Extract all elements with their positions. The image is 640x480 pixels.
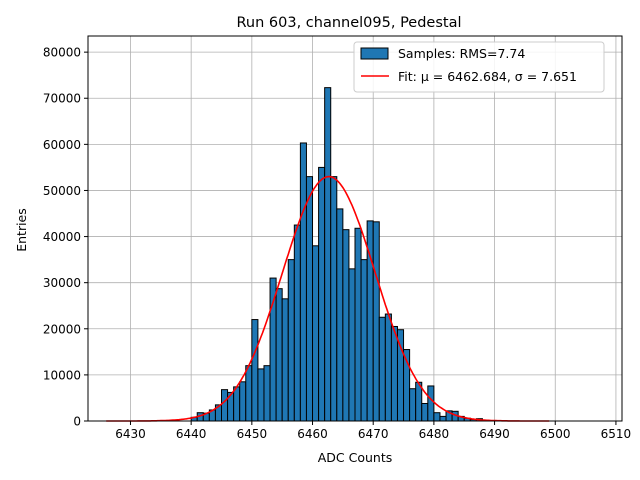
chart-title: Run 603, channel095, Pedestal bbox=[236, 15, 461, 31]
histogram-bar bbox=[372, 221, 380, 422]
histogram-bar bbox=[293, 224, 301, 422]
histogram-bar bbox=[427, 385, 435, 422]
histogram-bar bbox=[312, 245, 320, 422]
histogram-bar bbox=[390, 325, 398, 422]
histogram-bar bbox=[421, 402, 429, 422]
histogram-bar bbox=[257, 368, 265, 422]
histogram-bar bbox=[354, 227, 362, 422]
histogram-bar bbox=[287, 259, 295, 422]
histogram-bar bbox=[378, 316, 386, 422]
y-tick-label: 20000 bbox=[43, 322, 81, 336]
histogram-bar bbox=[433, 412, 441, 422]
y-tick-label: 60000 bbox=[43, 138, 81, 152]
x-tick-label: 6450 bbox=[237, 427, 268, 441]
y-tick-label: 40000 bbox=[43, 230, 81, 244]
histogram-bar bbox=[439, 415, 447, 422]
histogram-bar bbox=[299, 142, 307, 422]
plot-frame bbox=[87, 35, 623, 422]
x-tick-label: 6480 bbox=[419, 427, 450, 441]
histogram-bar bbox=[409, 388, 417, 422]
y-tick-label: 70000 bbox=[43, 92, 81, 106]
legend-label-fit: Fit: μ = 6462.684, σ = 7.651 bbox=[398, 69, 577, 84]
legend-swatch-samples bbox=[360, 47, 389, 60]
y-tick-label: 80000 bbox=[43, 46, 81, 60]
histogram-bar bbox=[275, 288, 283, 422]
histogram-bar bbox=[318, 166, 326, 422]
histogram-bar bbox=[245, 365, 253, 422]
y-tick-label: 0 bbox=[73, 415, 81, 429]
histogram-bar bbox=[336, 208, 344, 422]
histogram-bar bbox=[281, 298, 289, 422]
y-tick-label: 30000 bbox=[43, 276, 81, 290]
histogram-bar bbox=[415, 381, 423, 422]
histogram-bar bbox=[269, 277, 277, 422]
x-axis-label: ADC Counts bbox=[318, 450, 393, 465]
histogram-bar bbox=[221, 389, 229, 422]
fit-curve bbox=[106, 175, 550, 422]
histogram-bar bbox=[324, 87, 332, 422]
x-tick-label: 6500 bbox=[540, 427, 571, 441]
x-tick-label: 6440 bbox=[176, 427, 207, 441]
x-tick-label: 6430 bbox=[115, 427, 146, 441]
histogram-bar bbox=[348, 268, 356, 422]
x-tick-label: 6460 bbox=[297, 427, 328, 441]
y-axis-label: Entries bbox=[14, 208, 29, 252]
legend-box bbox=[353, 41, 605, 93]
x-tick-label: 6490 bbox=[479, 427, 510, 441]
histogram-bar bbox=[305, 176, 314, 422]
histogram-bar bbox=[233, 386, 241, 422]
histogram-bar bbox=[239, 381, 247, 422]
histogram-bar bbox=[342, 229, 350, 422]
y-tick-label: 50000 bbox=[43, 184, 81, 198]
histogram-bar bbox=[384, 313, 392, 422]
histogram-bar bbox=[263, 365, 271, 422]
histogram-bar bbox=[330, 176, 338, 422]
histogram-bar bbox=[360, 259, 368, 422]
legend-label-samples: Samples: RMS=7.74 bbox=[398, 46, 525, 61]
y-tick-label: 10000 bbox=[43, 368, 81, 382]
x-tick-label: 6510 bbox=[601, 427, 632, 441]
legend: Samples: RMS=7.74 Fit: μ = 6462.684, σ =… bbox=[353, 41, 605, 93]
histogram-bar bbox=[251, 319, 259, 422]
x-tick-label: 6470 bbox=[358, 427, 389, 441]
